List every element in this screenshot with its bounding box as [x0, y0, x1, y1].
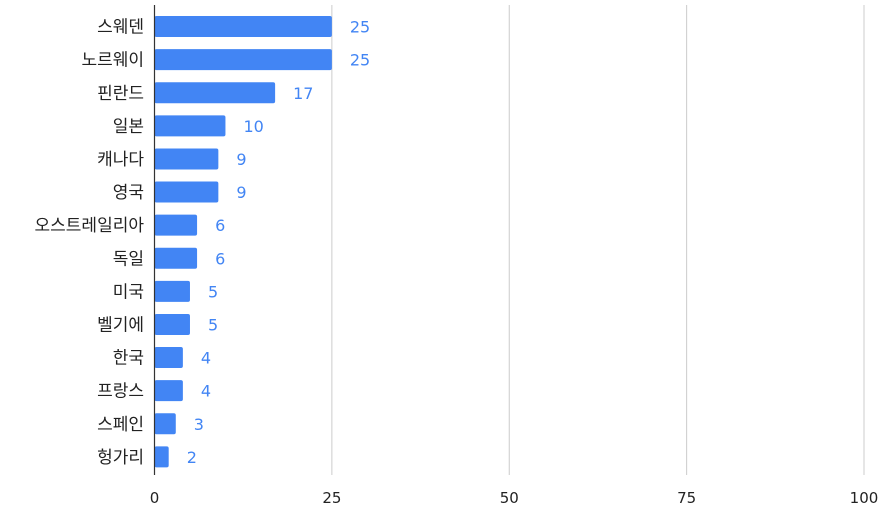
data-label: 9: [236, 150, 246, 169]
data-label: 9: [236, 183, 246, 202]
data-label: 4: [201, 382, 211, 401]
data-label: 25: [350, 51, 370, 70]
data-label: 25: [350, 18, 370, 37]
data-label: 4: [201, 349, 211, 368]
x-tick-label: 25: [322, 489, 341, 507]
category-labels: 스웨덴노르웨이핀란드일본캐나다영국오스트레일리아독일미국벨기에한국프랑스스페인헝…: [35, 18, 145, 468]
category-label: 핀란드: [97, 84, 144, 104]
bar: [154, 446, 169, 468]
bar: [154, 380, 183, 402]
category-label: 독일: [113, 249, 144, 269]
x-tick-label: 50: [500, 489, 519, 507]
bar: [154, 313, 190, 335]
category-label: 오스트레일리아: [35, 216, 145, 236]
data-label: 2: [187, 448, 197, 467]
bar: [154, 148, 219, 170]
x-tick-label: 100: [850, 489, 879, 507]
bar: [154, 347, 183, 369]
x-tick-label: 75: [677, 489, 696, 507]
category-label: 벨기에: [97, 315, 144, 335]
x-axis-tick-labels: 0 25 50 75 100: [150, 489, 879, 507]
bar: [154, 115, 226, 137]
gridlines: [331, 5, 865, 475]
bar: [154, 214, 198, 236]
category-label: 노르웨이: [81, 51, 144, 71]
category-label: 한국: [113, 349, 144, 369]
bar: [154, 280, 190, 302]
category-label: 프랑스: [97, 382, 144, 402]
bar: [154, 82, 276, 104]
bar: [154, 413, 176, 435]
bars: [154, 16, 332, 468]
data-label: 17: [293, 84, 313, 103]
bar: [154, 16, 332, 38]
category-label: 스웨덴: [97, 18, 144, 38]
data-label: 10: [243, 117, 263, 136]
data-label: 3: [194, 415, 204, 434]
category-label: 영국: [113, 183, 144, 203]
category-label: 미국: [113, 282, 144, 302]
category-label: 캐나다: [97, 150, 144, 170]
bar: [154, 49, 332, 71]
category-label: 스페인: [97, 415, 144, 435]
data-label: 6: [215, 216, 225, 235]
data-label: 5: [208, 282, 218, 301]
bar: [154, 181, 219, 203]
x-tick-label: 0: [150, 489, 160, 507]
category-label: 헝가리: [97, 448, 144, 468]
category-label: 일본: [113, 117, 144, 137]
data-label: 6: [215, 249, 225, 268]
bar: [154, 247, 198, 269]
data-label: 5: [208, 315, 218, 334]
